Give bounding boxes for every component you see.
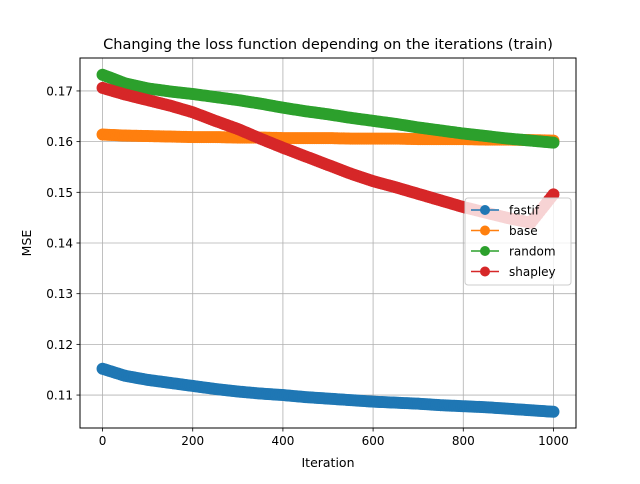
data-point-shapley [547, 188, 560, 201]
x-tick-label: 800 [452, 434, 475, 448]
legend-label-fastif: fastif [509, 204, 540, 218]
x-tick-label: 200 [181, 434, 204, 448]
legend: fastif base random shapley [464, 197, 572, 286]
x-tick-label: 400 [271, 434, 294, 448]
legend-marker-base [480, 225, 490, 236]
legend-marker-fastif [480, 205, 490, 215]
y-tick-label: 0.11 [46, 389, 73, 403]
data-point-fastif [547, 405, 560, 418]
legend-marker-shapley [480, 266, 490, 277]
legend-box [464, 197, 572, 286]
legend-label-base: base [509, 224, 538, 238]
x-tick-label: 0 [99, 434, 107, 448]
data-point-random [547, 136, 560, 149]
y-tick-label: 0.14 [46, 237, 73, 251]
x-tick-label: 1000 [538, 434, 569, 448]
y-axis-label: MSE [19, 230, 34, 257]
y-tick-label: 0.13 [46, 287, 73, 301]
y-tick-label: 0.16 [46, 135, 73, 149]
legend-marker-random [480, 246, 490, 256]
y-tick-label: 0.15 [46, 186, 73, 200]
ticks: 0 200 400 600 800 1000 0.11 0.12 0.13 0.14 0.15 0.1… [46, 84, 568, 448]
series-fastif [96, 362, 560, 418]
x-axis-label: Iteration [301, 455, 354, 470]
y-tick-label: 0.12 [46, 338, 73, 352]
legend-label-shapley: shapley [509, 265, 556, 279]
x-tick-label: 600 [362, 434, 385, 448]
series-random [96, 68, 560, 149]
legend-label-random: random [509, 245, 556, 259]
y-tick-label: 0.17 [46, 84, 73, 98]
chart-title: Changing the loss function depending on … [103, 37, 553, 53]
